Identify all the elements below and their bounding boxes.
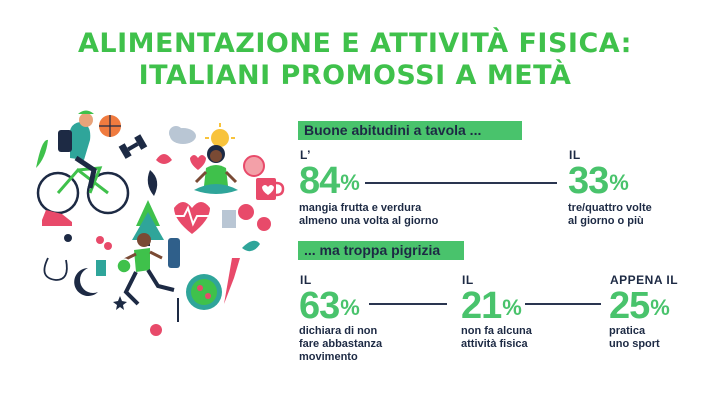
- stat-63-number: 63: [299, 285, 340, 327]
- mug-icon: [256, 178, 285, 200]
- heart-small-icon: [190, 155, 206, 170]
- berry-icon: [96, 236, 104, 244]
- connector-line-1: [365, 182, 557, 184]
- stat-25-desc: pratica uno sport: [609, 325, 660, 350]
- stat-21-value: 21%: [461, 285, 522, 327]
- stat-21-prefix: IL: [462, 273, 474, 287]
- star-icon: [113, 296, 127, 310]
- stat-21-desc: non fa alcuna attività fisica: [461, 325, 532, 350]
- stat-63-unit: %: [340, 295, 360, 320]
- stat-33-number: 33: [568, 160, 609, 202]
- heart-rate-icon: [174, 202, 210, 234]
- stat-84-desc: mangia frutta e verdura almeno una volta…: [299, 202, 439, 227]
- flower-icon: [150, 324, 162, 336]
- sprout-icon: [242, 240, 260, 252]
- moon-icon: [74, 268, 98, 296]
- stat-25-number: 25: [609, 285, 650, 327]
- stat-84-unit: %: [340, 170, 360, 195]
- section-2-heading: ... ma troppa pigrizia: [304, 242, 441, 258]
- water-bottle-icon: [168, 238, 180, 268]
- stat-25-prefix: APPENA IL: [610, 273, 679, 287]
- connector-line-2: [369, 303, 447, 305]
- page-title: ALIMENTAZIONE E ATTIVITÀ FISICA: ITALIAN…: [0, 28, 710, 92]
- stat-63-prefix: IL: [300, 273, 312, 287]
- connector-line-3: [525, 303, 601, 305]
- stat-25-unit: %: [650, 295, 670, 320]
- stat-21-unit: %: [502, 295, 522, 320]
- lotus-icon: [156, 154, 172, 164]
- juice-glass-icon: [96, 260, 106, 276]
- title-line-2: ITALIANI PROMOSSI A METÀ: [138, 60, 572, 91]
- section-1-band: Buone abitudini a tavola ...: [298, 121, 522, 140]
- apple-icon: [238, 204, 254, 220]
- basketball-icon: [99, 115, 121, 137]
- runner-woman-icon: [123, 233, 175, 306]
- tomato-icon: [257, 217, 271, 231]
- stat-33-prefix: IL: [569, 148, 581, 162]
- stat-63-value: 63%: [299, 285, 360, 327]
- sneaker-icon: [42, 210, 72, 226]
- stat-84-prefix: L’: [300, 148, 312, 162]
- section-1-heading: Buone abitudini a tavola ...: [304, 122, 482, 138]
- salad-bowl-icon: [186, 274, 222, 310]
- heart-illustration: [36, 110, 285, 336]
- stat-84-number: 84: [299, 160, 340, 202]
- stat-33-desc: tre/quattro volte al giorno o più: [568, 202, 652, 227]
- section-2-band: ... ma troppa pigrizia: [298, 241, 464, 260]
- tablet-icon: [222, 210, 236, 228]
- dumbbell-icon: [118, 134, 148, 159]
- stat-84-value: 84%: [299, 160, 360, 202]
- berry-icon-2: [104, 242, 112, 250]
- stat-33-unit: %: [609, 170, 629, 195]
- stat-25-value: 25%: [609, 285, 670, 327]
- vegetables-icon: [224, 258, 240, 304]
- meditation-woman-icon: [194, 145, 238, 194]
- jump-rope-icon: [43, 234, 72, 281]
- stat-33-value: 33%: [568, 160, 629, 202]
- leaf-icon: [36, 139, 48, 168]
- lime-icon: [116, 258, 132, 274]
- stat-21-number: 21: [461, 285, 502, 327]
- stat-63-desc: dichiara di non fare abbastanza moviment…: [299, 325, 383, 363]
- cloud-icon: [169, 126, 196, 144]
- title-line-1: ALIMENTAZIONE E ATTIVITÀ FISICA:: [78, 28, 632, 59]
- grapefruit-icon: [243, 155, 265, 177]
- cyclist-icon: [36, 110, 130, 215]
- leaf-icon-2: [147, 170, 158, 196]
